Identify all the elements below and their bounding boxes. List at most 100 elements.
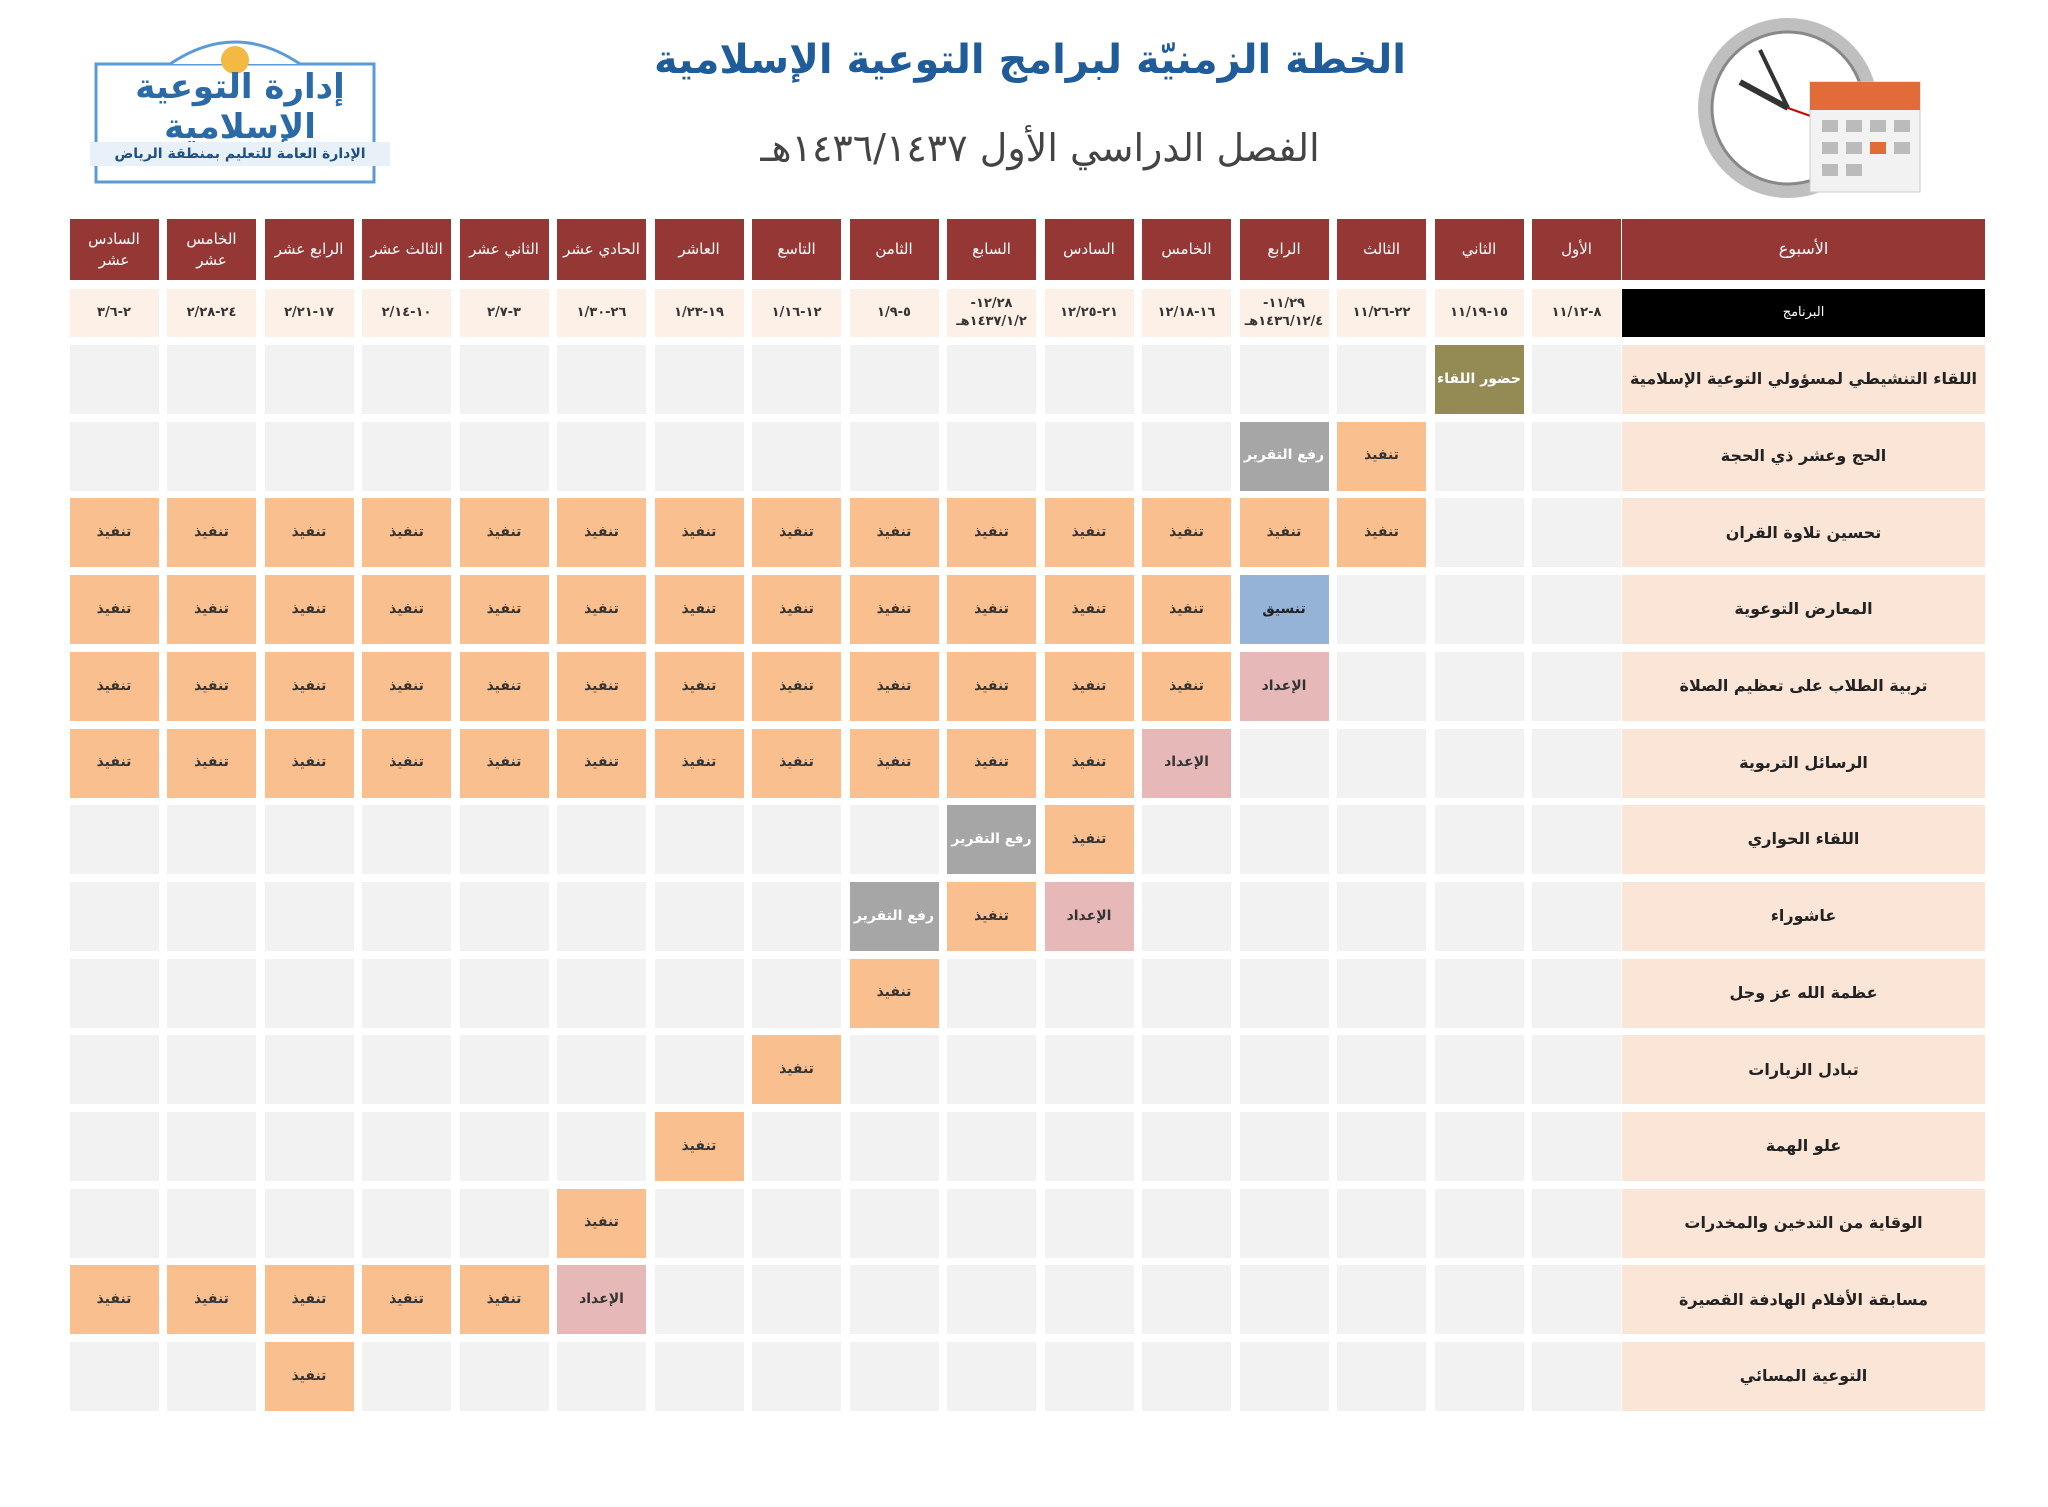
empty-cell [1239, 805, 1329, 875]
empty-cell [947, 1188, 1036, 1258]
empty-cell [167, 958, 256, 1028]
empty-cell [947, 1035, 1036, 1105]
program-name: الحج وعشر ذي الحجة [1622, 421, 1985, 491]
empty-cell [1434, 805, 1524, 875]
empty-cell [1434, 1342, 1524, 1412]
status-cell: تنفيذ [1044, 575, 1134, 645]
status-cell: رفع التقرير [1239, 421, 1329, 491]
empty-cell [752, 1342, 841, 1412]
status-cell: تنفيذ [849, 958, 939, 1028]
status-cell: تنفيذ [1044, 651, 1134, 721]
week-name: الرابع [1239, 219, 1329, 280]
week-name: السادس [1044, 219, 1134, 280]
empty-cell [1337, 345, 1426, 414]
empty-cell [1044, 1342, 1134, 1412]
empty-cell [1532, 498, 1621, 568]
status-cell: تنفيذ [654, 498, 744, 568]
status-cell: رفع التقرير [947, 805, 1036, 875]
empty-cell [557, 421, 646, 491]
week-header: الأسبوع [1622, 219, 1985, 280]
empty-cell [1532, 1265, 1621, 1335]
program-name: تبادل الزيارات [1622, 1035, 1985, 1105]
empty-cell [654, 805, 744, 875]
empty-cell [557, 345, 646, 414]
status-cell: تنفيذ [264, 728, 354, 798]
empty-cell [362, 805, 451, 875]
empty-cell [459, 881, 549, 951]
empty-cell [1337, 651, 1426, 721]
empty-cell [1434, 1265, 1524, 1335]
empty-cell [1337, 1188, 1426, 1258]
empty-cell [69, 421, 159, 491]
status-cell: تنفيذ [362, 1265, 451, 1335]
empty-cell [654, 345, 744, 414]
empty-cell [459, 958, 549, 1028]
empty-cell [1532, 1112, 1621, 1181]
empty-cell [264, 421, 354, 491]
empty-cell [752, 1265, 841, 1335]
empty-cell [849, 345, 939, 414]
status-cell: الإعداد [557, 1265, 646, 1335]
empty-cell [1532, 575, 1621, 645]
status-cell: تنفيذ [69, 498, 159, 568]
week-dates: ٢٦-١/٣٠ [557, 289, 646, 337]
empty-cell [752, 881, 841, 951]
week-dates: ١١/٢٩- ١٤٣٦/١٢/٤هـ [1239, 289, 1329, 337]
empty-cell [69, 1188, 159, 1258]
empty-cell [1239, 881, 1329, 951]
empty-cell [654, 1188, 744, 1258]
empty-cell [557, 1342, 646, 1412]
empty-cell [69, 881, 159, 951]
empty-cell [362, 345, 451, 414]
empty-cell [459, 1188, 549, 1258]
week-name: العاشر [654, 219, 744, 280]
status-cell: تنفيذ [654, 575, 744, 645]
program-name: علو الهمة [1622, 1112, 1985, 1181]
status-cell: تنفيذ [1044, 498, 1134, 568]
status-cell: تنفيذ [362, 651, 451, 721]
empty-cell [264, 958, 354, 1028]
program-name: التوعية المسائي [1622, 1342, 1985, 1412]
status-cell: تنفيذ [459, 651, 549, 721]
empty-cell [1434, 881, 1524, 951]
status-cell: تنفيذ [752, 498, 841, 568]
status-cell: تنفيذ [459, 498, 549, 568]
empty-cell [849, 1265, 939, 1335]
status-cell: تنفيذ [557, 498, 646, 568]
empty-cell [1044, 1035, 1134, 1105]
status-cell: تنفيذ [264, 498, 354, 568]
status-cell: تنفيذ [362, 728, 451, 798]
empty-cell [1434, 651, 1524, 721]
empty-cell [167, 1112, 256, 1181]
empty-cell [459, 805, 549, 875]
program-name: مسابقة الأفلام الهادفة القصيرة [1622, 1265, 1985, 1335]
week-name: السادس عشر [69, 219, 159, 280]
week-name: الثاني [1434, 219, 1524, 280]
logo-subtitle: الإدارة العامة للتعليم بمنطقة الرياض [90, 142, 390, 166]
status-cell: تنفيذ [167, 1265, 256, 1335]
status-cell: تنفيذ [69, 651, 159, 721]
empty-cell [69, 345, 159, 414]
empty-cell [947, 958, 1036, 1028]
empty-cell [167, 421, 256, 491]
status-cell: تنفيذ [752, 1035, 841, 1105]
empty-cell [654, 1265, 744, 1335]
empty-cell [752, 1188, 841, 1258]
week-dates: ١٢-١/١٦ [752, 289, 841, 337]
empty-cell [1337, 1342, 1426, 1412]
empty-cell [1337, 881, 1426, 951]
program-name: عظمة الله عز وجل [1622, 958, 1985, 1028]
empty-cell [167, 1342, 256, 1412]
empty-cell [1044, 1188, 1134, 1258]
empty-cell [1532, 345, 1621, 414]
empty-cell [1532, 1342, 1621, 1412]
empty-cell [1434, 1188, 1524, 1258]
empty-cell [752, 805, 841, 875]
week-dates: ١٩-١/٢٣ [654, 289, 744, 337]
status-cell: تنفيذ [167, 728, 256, 798]
empty-cell [947, 345, 1036, 414]
empty-cell [1142, 1188, 1231, 1258]
subtitle: الفصل الدراسي الأول ١٤٣٦/١٤٣٧هـ [760, 126, 1320, 170]
empty-cell [557, 1035, 646, 1105]
empty-cell [69, 1342, 159, 1412]
